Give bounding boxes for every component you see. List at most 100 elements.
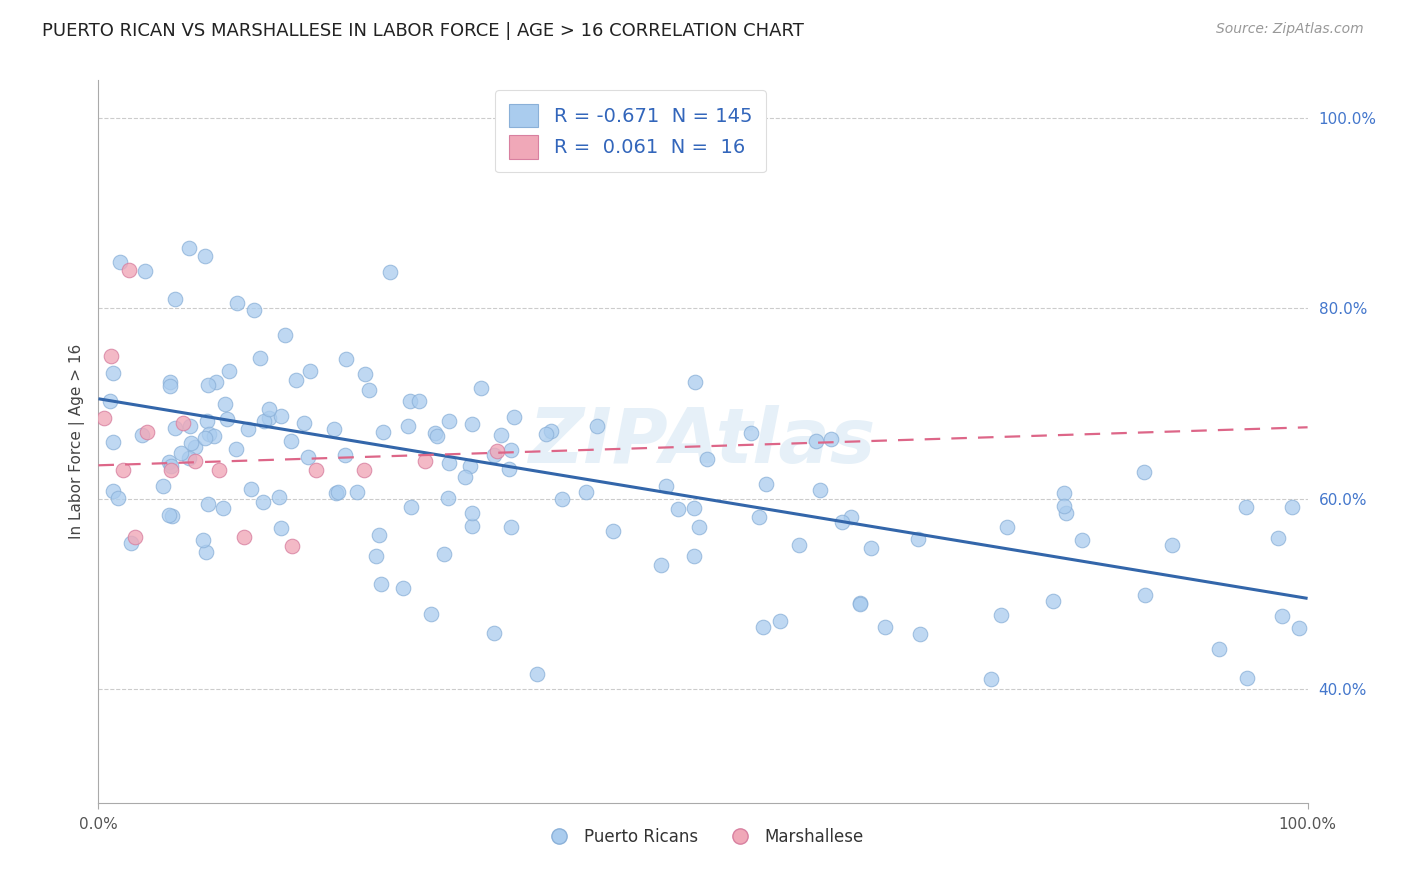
Point [696, 451, 718, 466]
Point [688, 520, 710, 534]
Point [359, 383, 381, 397]
Point [1234, 500, 1257, 515]
Point [243, 303, 266, 318]
Point [111, 463, 134, 477]
Point [100, 349, 122, 363]
Point [426, 429, 449, 443]
Point [907, 532, 929, 546]
Point [787, 538, 810, 552]
Point [249, 351, 271, 365]
Point [499, 442, 522, 457]
Point [1161, 538, 1184, 552]
Point [484, 448, 506, 462]
Point [995, 520, 1018, 534]
Text: PUERTO RICAN VS MARSHALLESE IN LABOR FORCE | AGE > 16 CORRELATION CHART: PUERTO RICAN VS MARSHALLESE IN LABOR FOR… [42, 22, 804, 40]
Point [191, 533, 214, 548]
Point [575, 484, 598, 499]
Point [101, 366, 124, 380]
Point [198, 426, 221, 441]
Point [990, 607, 1012, 622]
Point [666, 502, 689, 516]
Point [305, 463, 328, 477]
Point [297, 450, 319, 464]
Point [470, 381, 492, 395]
Point [179, 419, 201, 434]
Point [285, 373, 308, 387]
Point [461, 417, 484, 432]
Point [346, 484, 368, 499]
Point [335, 351, 357, 366]
Point [839, 510, 862, 524]
Point [1288, 621, 1310, 635]
Point [752, 620, 775, 634]
Point [1071, 533, 1094, 547]
Point [748, 509, 770, 524]
Point [205, 375, 228, 389]
Point [159, 379, 181, 393]
Point [370, 577, 392, 591]
Point [281, 539, 304, 553]
Point [98, 394, 121, 409]
Point [124, 530, 146, 544]
Point [1208, 641, 1230, 656]
Point [177, 451, 200, 466]
Point [461, 519, 484, 533]
Point [820, 433, 842, 447]
Point [1133, 465, 1156, 479]
Point [165, 420, 187, 434]
Point [769, 614, 792, 628]
Point [270, 521, 292, 535]
Point [197, 497, 219, 511]
Point [157, 455, 180, 469]
Y-axis label: In Labor Force | Age > 16: In Labor Force | Age > 16 [69, 344, 84, 539]
Point [806, 434, 828, 449]
Point [875, 619, 897, 633]
Point [135, 425, 157, 439]
Point [257, 402, 280, 417]
Text: ZIPAtlas: ZIPAtlas [529, 405, 877, 478]
Point [101, 484, 124, 499]
Point [157, 508, 180, 522]
Point [214, 397, 236, 411]
Point [831, 515, 853, 529]
Point [232, 530, 254, 544]
Point [267, 490, 290, 504]
Point [540, 424, 562, 438]
Point [1042, 594, 1064, 608]
Point [159, 375, 181, 389]
Point [1236, 671, 1258, 685]
Point [299, 364, 322, 378]
Point [183, 440, 205, 454]
Point [437, 491, 460, 505]
Point [1267, 532, 1289, 546]
Point [654, 479, 676, 493]
Point [184, 453, 207, 467]
Point [1053, 486, 1076, 500]
Point [371, 425, 394, 439]
Point [257, 411, 280, 425]
Point [326, 484, 349, 499]
Point [163, 292, 186, 306]
Point [489, 428, 512, 442]
Point [118, 263, 141, 277]
Point [682, 549, 704, 563]
Point [755, 477, 778, 491]
Point [108, 255, 131, 269]
Text: Source: ZipAtlas.com: Source: ZipAtlas.com [1216, 22, 1364, 37]
Point [848, 597, 870, 611]
Point [194, 248, 217, 262]
Point [107, 491, 129, 505]
Point [194, 431, 217, 445]
Point [1271, 609, 1294, 624]
Point [650, 558, 672, 572]
Point [484, 626, 506, 640]
Point [849, 596, 872, 610]
Point [683, 375, 706, 389]
Point [458, 459, 481, 474]
Point [461, 506, 484, 520]
Point [437, 414, 460, 428]
Point [212, 500, 235, 515]
Point [378, 265, 401, 279]
Point [120, 535, 142, 549]
Point [420, 607, 443, 621]
